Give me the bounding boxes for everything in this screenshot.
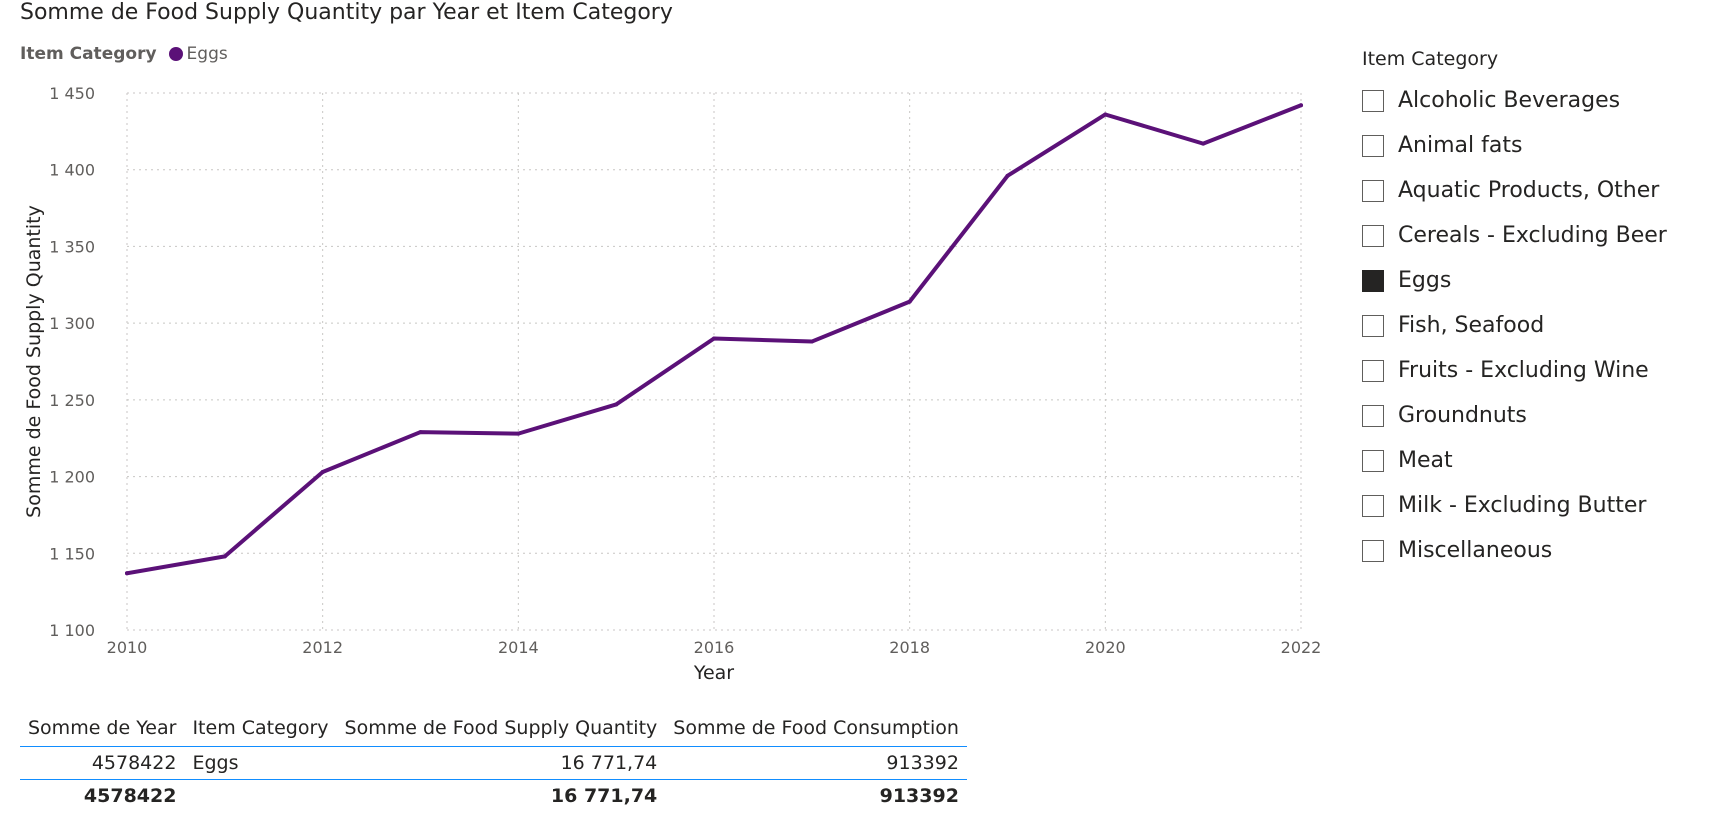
checkbox[interactable] [1362, 494, 1384, 517]
legend-marker [168, 47, 183, 61]
col-header-item-category[interactable]: Item Category [192, 717, 329, 739]
checkbox[interactable] [1362, 449, 1384, 472]
table-header-row: Somme de Year Item Category Somme de Foo… [20, 710, 967, 747]
checkbox[interactable] [1362, 134, 1384, 157]
legend-title: Item Category [20, 44, 157, 64]
data-point [125, 571, 129, 576]
slicer-item-alcoholic-beverages[interactable]: Alcoholic Beverages [1362, 78, 1667, 123]
checkbox[interactable] [1362, 314, 1384, 337]
col-header-food-supply[interactable]: Somme de Food Supply Quantity [344, 717, 658, 739]
legend-label-eggs: Eggs [186, 44, 228, 64]
chart-legend: Item Category Eggs [20, 44, 228, 64]
slicer-item-label: Eggs [1398, 268, 1452, 293]
slicer-item-meat[interactable]: Meat [1362, 438, 1667, 483]
slicer-item-label: Animal fats [1398, 133, 1523, 158]
cell-food-supply: 16 771,74 [560, 752, 658, 774]
chart-title: Somme de Food Supply Quantity par Year e… [20, 0, 673, 25]
slicer-title: Item Category [1362, 48, 1499, 70]
slicer-item-label: Milk - Excluding Butter [1398, 493, 1647, 518]
slicer-item-label: Groundnuts [1398, 403, 1527, 428]
x-tick-label: 2018 [889, 638, 930, 657]
slicer-item-fruits-excluding-wine[interactable]: Fruits - Excluding Wine [1362, 348, 1667, 393]
checkbox[interactable] [1362, 179, 1384, 202]
y-tick-label: 1 350 [49, 237, 95, 256]
slicer-item-label: Meat [1398, 448, 1453, 473]
y-tick-label: 1 400 [49, 161, 95, 180]
x-tick-label: 2010 [107, 638, 148, 657]
col-header-food-consumption[interactable]: Somme de Food Consumption [673, 717, 959, 739]
checkbox[interactable] [1362, 224, 1384, 247]
y-tick-label: 1 300 [49, 314, 95, 333]
checkbox[interactable] [1362, 89, 1384, 112]
checkbox[interactable] [1362, 404, 1384, 427]
slicer-item-aquatic-products-other[interactable]: Aquatic Products, Other [1362, 168, 1667, 213]
x-tick-label: 2014 [498, 638, 539, 657]
total-item-category [184, 780, 336, 813]
data-point [614, 402, 619, 407]
data-point [809, 339, 814, 344]
table-row: 4578422 Eggs 16 771,74 913392 [20, 747, 967, 780]
y-tick-label: 1 250 [49, 391, 95, 410]
data-point [907, 299, 912, 304]
slicer-item-groundnuts[interactable]: Groundnuts [1362, 393, 1667, 438]
checkbox[interactable] [1362, 359, 1384, 382]
col-header-year[interactable]: Somme de Year [28, 717, 177, 739]
y-tick-label: 1 100 [49, 621, 95, 640]
checkbox[interactable] [1362, 269, 1384, 292]
slicer-item-milk-excluding-butter[interactable]: Milk - Excluding Butter [1362, 483, 1667, 528]
total-food-supply: 16 771,74 [550, 785, 658, 807]
x-axis-title: Year [693, 662, 734, 684]
slicer-item-cereals-excluding-beer[interactable]: Cereals - Excluding Beer [1362, 213, 1667, 258]
data-point [418, 430, 423, 435]
summary-table: Somme de Year Item Category Somme de Foo… [20, 710, 967, 812]
slicer-item-eggs[interactable]: Eggs [1362, 258, 1667, 303]
cell-item-category: Eggs [192, 752, 239, 774]
slicer-item-label: Fruits - Excluding Wine [1398, 358, 1649, 383]
slicer-item-label: Fish, Seafood [1398, 313, 1545, 338]
data-point [712, 336, 716, 341]
total-food-consumption: 913392 [879, 785, 959, 807]
slicer-item-fish-seafood[interactable]: Fish, Seafood [1362, 303, 1667, 348]
total-year: 4578422 [83, 785, 177, 807]
data-point [320, 469, 325, 474]
y-tick-label: 1 150 [49, 544, 95, 563]
item-category-slicer: Item Category Alcoholic Beverages Animal … [1362, 48, 1667, 573]
data-point [1103, 112, 1108, 117]
x-tick-label: 2020 [1085, 638, 1126, 657]
checkbox[interactable] [1362, 539, 1384, 562]
y-tick-label: 1 200 [49, 468, 95, 487]
cell-year: 4578422 [91, 752, 177, 774]
x-tick-label: 2022 [1281, 638, 1322, 657]
slicer-item-miscellaneous[interactable]: Miscellaneous [1362, 528, 1667, 573]
slicer-item-label: Aquatic Products, Other [1398, 178, 1660, 203]
cell-food-consumption: 913392 [886, 752, 959, 774]
y-tick-label: 1 450 [49, 84, 95, 103]
slicer-item-label: Miscellaneous [1398, 538, 1553, 563]
x-tick-label: 2012 [302, 638, 343, 657]
data-point [1299, 103, 1303, 108]
data-point [1005, 173, 1010, 178]
line-chart: 1 100 1 150 1 200 1 250 1 300 1 350 1 400 1 450… [23, 84, 1322, 684]
data-point [516, 431, 521, 436]
slicer-list: Alcoholic Beverages Animal fats Aquatic Pr… [1362, 78, 1667, 573]
data-point [222, 554, 227, 559]
slicer-item-label: Cereals - Excluding Beer [1398, 223, 1667, 248]
x-tick-label: 2016 [694, 638, 735, 657]
data-point [1201, 141, 1206, 146]
y-axis-title: Somme de Food Supply Quantity [23, 205, 45, 518]
table-total-row: 4578422 16 771,74 913392 [20, 779, 967, 813]
slicer-item-animal-fats[interactable]: Animal fats [1362, 123, 1667, 168]
slicer-item-label: Alcoholic Beverages [1398, 88, 1621, 113]
